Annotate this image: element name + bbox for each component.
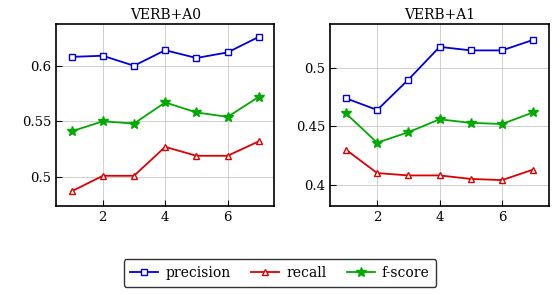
Title: VERB+A1: VERB+A1 bbox=[404, 8, 475, 22]
Legend: precision, recall, f-score: precision, recall, f-score bbox=[124, 259, 436, 287]
Title: VERB+A0: VERB+A0 bbox=[130, 8, 200, 22]
